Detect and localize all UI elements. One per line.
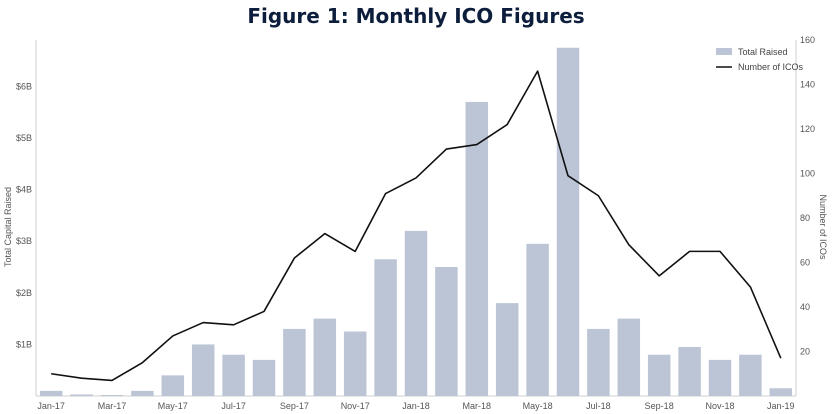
y2-tick-label: 160 [800, 35, 815, 45]
bar-Feb-18 [435, 267, 458, 396]
x-tick-label: Jan-18 [402, 401, 430, 411]
x-tick-label: Sep-17 [280, 401, 309, 411]
y2-tick-label: 120 [800, 124, 815, 134]
bar-Aug-18 [617, 318, 641, 396]
y2-tick-label: 100 [800, 169, 815, 179]
bar-series [39, 47, 793, 397]
y-tick-label: $5B [16, 133, 32, 143]
bar-Jan-19 [769, 388, 793, 396]
x-tick-label: Sep-18 [645, 401, 674, 411]
bar-Nov-18 [708, 359, 732, 396]
y2-tick-label: 20 [800, 347, 810, 357]
bar-Nov-17 [343, 331, 367, 396]
legend: Total Raised Number of ICOs [716, 47, 804, 72]
x-axis-ticks: Jan-17 Mar-17 May-17 Jul-17 Sep-17 Nov-17 Jan-… [37, 401, 794, 411]
right-axis-ticks: 20 40 60 80 100 120 140 160 [800, 35, 815, 357]
legend-label-total-raised: Total Raised [738, 47, 788, 57]
y-axis-title: Total Capital Raised [3, 187, 13, 267]
bar-Oct-17 [313, 318, 337, 396]
y-tick-label: $6B [16, 81, 32, 91]
y2-tick-label: 60 [800, 258, 810, 268]
bar-Jul-18 [587, 328, 610, 396]
x-tick-label: Jan-19 [767, 401, 795, 411]
y2-tick-label: 40 [800, 302, 810, 312]
y2-tick-label: 140 [800, 80, 815, 90]
x-tick-label: May-18 [523, 401, 553, 411]
x-tick-label: May-17 [158, 401, 188, 411]
bar-Apr-17 [131, 390, 154, 396]
line-series [51, 70, 782, 382]
y-tick-label: $1B [16, 339, 32, 349]
bar-Sep-18 [647, 354, 671, 396]
bar-Jan-17 [39, 390, 63, 396]
legend-swatch-total-raised [716, 48, 732, 55]
bar-Apr-18 [495, 303, 519, 396]
bar-Jul-17 [222, 354, 245, 396]
x-tick-label: Jan-17 [37, 401, 65, 411]
y-tick-label: $4B [16, 185, 32, 195]
x-tick-label: Jul-17 [221, 401, 246, 411]
x-tick-label: Jul-18 [586, 401, 611, 411]
x-tick-label: Mar-17 [98, 401, 127, 411]
bar-Feb-17 [70, 394, 93, 396]
legend-label-number-of-icos: Number of ICOs [738, 62, 804, 72]
bar-Jan-18 [404, 230, 428, 396]
line-number-of-icos [51, 70, 782, 382]
y2-axis-title: Number of ICOs [818, 194, 828, 260]
bar-Mar-18 [465, 101, 489, 396]
y-tick-label: $3B [16, 236, 32, 246]
left-axis-ticks: $1B $2B $3B $4B $5B $6B [16, 81, 32, 349]
bar-Dec-17 [374, 259, 397, 396]
y2-tick-label: 80 [800, 213, 810, 223]
x-tick-label: Mar-18 [463, 401, 492, 411]
bar-May-18 [526, 243, 549, 396]
bar-May-17 [161, 375, 185, 396]
bar-Mar-17 [100, 394, 124, 396]
bar-Jun-18 [556, 47, 580, 397]
bar-Dec-18 [739, 354, 762, 396]
bar-Oct-18 [678, 346, 701, 396]
x-tick-label: Nov-18 [705, 401, 734, 411]
bar-Jun-17 [191, 344, 215, 396]
bar-Aug-17 [252, 359, 276, 396]
bar-Sep-17 [283, 328, 306, 396]
x-tick-label: Nov-17 [341, 401, 370, 411]
chart-title: Figure 1: Monthly ICO Figures [247, 4, 585, 28]
y-tick-label: $2B [16, 288, 32, 298]
